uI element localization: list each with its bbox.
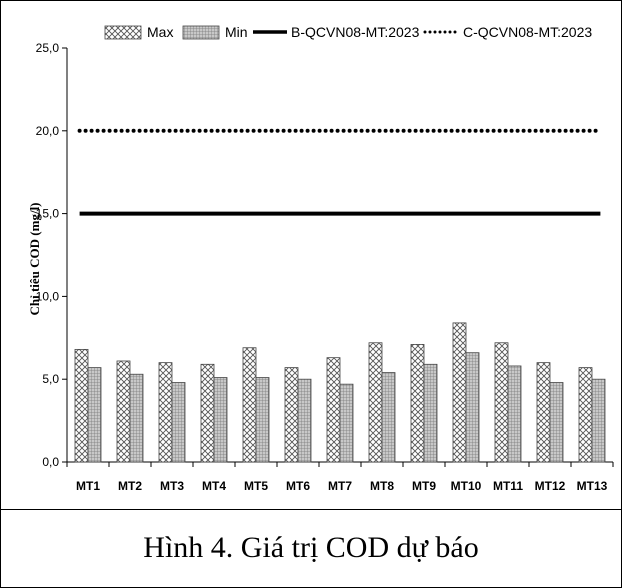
bar-min-mt12 [549, 382, 564, 463]
x-tick-label: MT2 [118, 479, 142, 493]
bar-max-mt4 [200, 363, 215, 463]
bar-max-mt2 [116, 360, 131, 463]
x-tick-label: MT13 [577, 479, 608, 493]
x-tick-label: MT8 [370, 479, 394, 493]
bar-min-mt9 [423, 363, 438, 463]
bar-max-mt1 [74, 348, 89, 463]
x-tick-label: MT7 [328, 479, 352, 493]
legend-label-b: B-QCVN08-MT:2023 [291, 24, 420, 40]
bar-min-mt10 [465, 352, 480, 463]
legend-swatch-min [182, 25, 220, 40]
y-tick-label: 5,0 [42, 372, 59, 386]
bar-max-mt9 [410, 344, 425, 463]
y-tick-label: 10,0 [36, 289, 60, 303]
bar-min-mt7 [339, 383, 354, 463]
bar-min-mt6 [297, 378, 312, 463]
bar-max-mt12 [536, 362, 551, 463]
chart-area: 0,0 5,0 10,0 15,0 20,0 25,0 MT1 MT2 MT3 MT4 MT5 MT6… [1, 1, 621, 510]
y-tick-label: 20,0 [36, 124, 60, 138]
bar-max-mt6 [284, 367, 299, 463]
y-tick-label: 15,0 [36, 207, 60, 221]
cod-bar-chart: 0,0 5,0 10,0 15,0 20,0 25,0 MT1 MT2 MT3 MT4 MT5 MT6… [27, 24, 614, 493]
bar-max-mt7 [326, 357, 341, 463]
bar-max-mt10 [452, 322, 467, 463]
legend-swatch-max [104, 25, 142, 40]
bar-min-mt2 [129, 373, 144, 463]
y-tick-label: 0,0 [42, 455, 59, 469]
figure-caption: Hình 4. Giá trị COD dự báo [143, 531, 479, 564]
x-tick-label: MT9 [412, 479, 436, 493]
bar-max-mt5 [242, 347, 257, 463]
bar-max-mt13 [578, 367, 593, 463]
bar-min-mt3 [171, 382, 186, 463]
y-axis-label: Chỉ tiêu COD (mg/l) [27, 202, 42, 315]
x-tick-label: MT3 [160, 479, 184, 493]
bar-min-mt11 [507, 365, 522, 463]
bar-min-mt13 [591, 378, 606, 463]
legend-label-max: Max [147, 24, 173, 40]
bar-max-mt11 [494, 342, 509, 463]
y-tick-label: 25,0 [36, 41, 60, 55]
bar-min-mt1 [87, 367, 102, 463]
x-tick-label: MT10 [451, 479, 482, 493]
x-tick-label: MT12 [535, 479, 566, 493]
bar-max-mt8 [368, 342, 383, 463]
bar-min-mt5 [255, 377, 270, 463]
x-tick-label: MT4 [202, 479, 226, 493]
x-tick-label: MT6 [286, 479, 310, 493]
x-tick-label: MT11 [493, 479, 523, 493]
bar-max-mt3 [158, 362, 173, 463]
x-tick-label: MT5 [244, 479, 268, 493]
bar-min-mt4 [213, 377, 228, 463]
x-tick-label: MT1 [76, 479, 100, 493]
bar-min-mt8 [381, 372, 396, 463]
legend-label-min: Min [225, 24, 248, 40]
legend-label-c: C-QCVN08-MT:2023 [463, 24, 592, 40]
